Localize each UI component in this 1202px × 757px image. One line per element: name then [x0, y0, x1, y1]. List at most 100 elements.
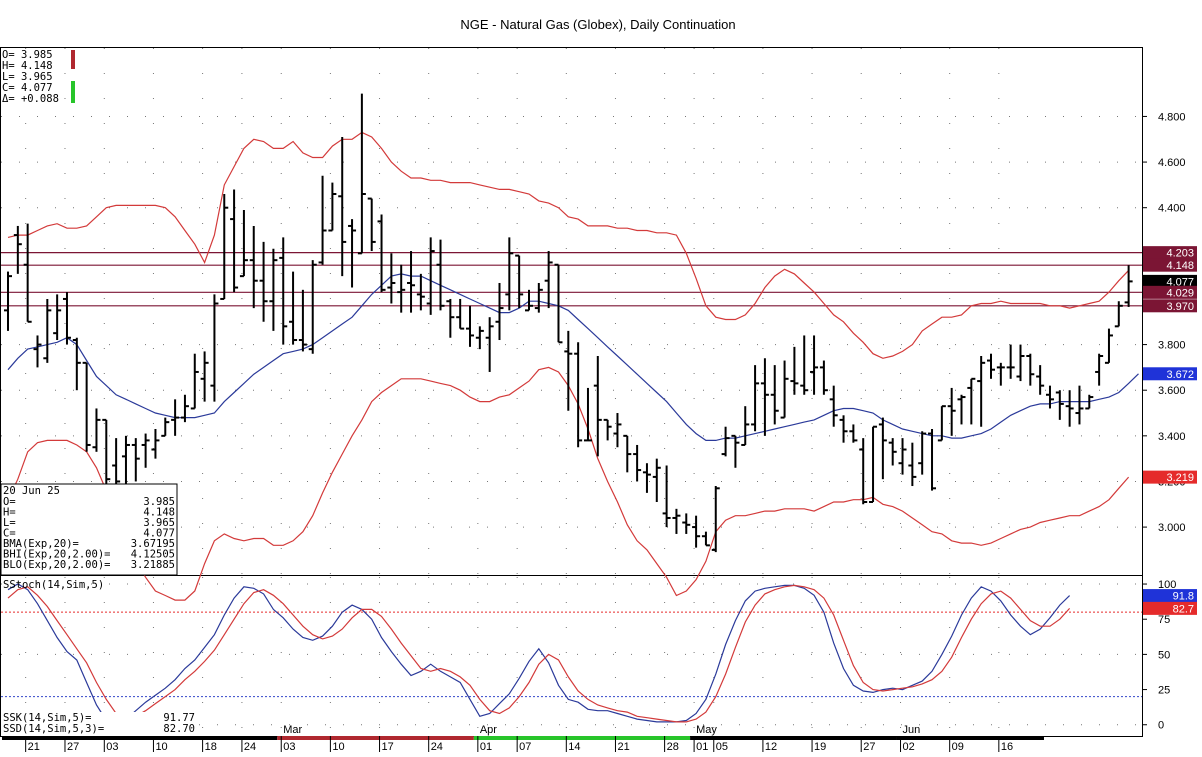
ohlc-bar	[171, 399, 180, 436]
ohlc-bar	[475, 326, 484, 350]
month-label: Apr	[480, 724, 497, 736]
ohlc-bar	[869, 425, 878, 503]
ohlc-bar	[977, 355, 986, 427]
ohlc-bar	[426, 237, 435, 315]
stochastic-value-label: SSD(14,Sim,5,3)=	[3, 723, 104, 735]
ohlc-header-open: O= 3.985	[2, 49, 53, 61]
price-badge-bg	[1143, 246, 1197, 260]
stochastic-value: 91.77	[163, 712, 195, 724]
date-tick-label: 27	[67, 741, 79, 753]
ohlc-bar	[121, 435, 130, 484]
date-axis: 21 27 03 10 18 24 03 10 17 24 01 07 14 21 28 01 05 12 19 27…	[2, 724, 1044, 753]
stochastic-badge-label: 91.8	[1173, 591, 1194, 603]
ohlc-bar	[731, 434, 740, 468]
price-badge-label: 3.672	[1166, 369, 1194, 381]
data-box-label: H=	[3, 507, 16, 519]
ohlc-bar	[298, 289, 307, 352]
ohlc-header-high: H= 4.148	[2, 60, 53, 72]
ohlc-bar	[819, 360, 828, 395]
date-tick-label: 21	[617, 741, 629, 753]
ohlc-bar	[220, 194, 229, 300]
stochastic-labels: SStoch(14,Sim,5) SSK(14,Sim,5)= 91.77 SSD(…	[1, 579, 197, 736]
price-tick-label: 4.800	[1158, 111, 1186, 123]
ohlc-bar	[92, 408, 101, 452]
ohlc-bar	[33, 335, 42, 368]
ohlc-bar	[1114, 301, 1123, 328]
ohlc-bar	[82, 361, 91, 452]
ohlc-bar	[1026, 353, 1035, 386]
ohlc-bar	[1006, 344, 1015, 379]
ohlc-bar	[1075, 385, 1084, 425]
price-badge-bg	[1143, 258, 1197, 272]
ohlc-bar	[249, 225, 258, 309]
ohlc-bar	[1036, 365, 1045, 395]
ohlc-bar	[849, 424, 858, 443]
ohlc-bar	[269, 248, 278, 331]
ohlc-bar	[318, 175, 327, 265]
ohlc-bar	[161, 417, 170, 437]
date-tick-label: 14	[568, 741, 580, 753]
ohlc-bar	[957, 394, 966, 425]
price-tick-label: 4.600	[1158, 157, 1186, 169]
date-tick-label: 24	[244, 741, 256, 753]
month-label: Jun	[903, 724, 921, 736]
ohlc-bar	[416, 273, 425, 311]
ohlc-bar	[524, 289, 533, 312]
ohlc-bar	[23, 223, 32, 323]
month-band	[473, 736, 691, 740]
ohlc-bar	[574, 342, 583, 448]
ohlc-bar	[1065, 390, 1074, 427]
data-box-value: 4.12505	[131, 549, 175, 561]
ohlc-bar	[308, 260, 317, 354]
ohlc-bar	[996, 362, 1005, 386]
data-box-label: L=	[3, 517, 16, 529]
price-badge-bg	[1143, 470, 1197, 484]
price-badge: 4.029	[1143, 285, 1197, 299]
data-box-label: BHI(Exp,20,2.00)=	[3, 549, 110, 561]
price-badge-bg	[1143, 367, 1197, 381]
data-box-value: 3.21885	[131, 559, 175, 571]
chart-title: NGE - Natural Gas (Globex), Daily Contin…	[460, 17, 735, 32]
ohlc-bar	[485, 317, 494, 372]
ohlc-bar	[810, 335, 819, 395]
ohlc-bar	[987, 353, 995, 379]
stochastic-tick-label: 50	[1158, 649, 1170, 661]
ohlc-bar	[200, 351, 209, 402]
ohlc-bar	[436, 239, 445, 311]
ohlc-bars	[4, 93, 1133, 553]
ohlc-bar	[741, 406, 750, 446]
stochastic-value-label: SSK(14,Sim,5)=	[3, 712, 92, 724]
ohlc-bar	[357, 93, 366, 255]
ohlc-bar	[593, 355, 602, 457]
data-box-value: 3.965	[143, 517, 175, 529]
ohlc-bar	[338, 136, 347, 277]
ohlc-bar	[829, 385, 838, 427]
price-badge-label: 4.148	[1166, 260, 1194, 272]
ohlc-header-low: L= 3.965	[2, 71, 53, 83]
date-tick-label: 05	[716, 741, 728, 753]
date-tick-label: 07	[519, 741, 531, 753]
price-tick-label: 3.800	[1158, 340, 1186, 352]
date-tick-label: 09	[952, 741, 964, 753]
price-badge-bg	[1143, 285, 1197, 299]
ohlc-bar	[751, 365, 760, 432]
ohlc-bar	[898, 438, 907, 475]
ohlc-bar	[642, 463, 651, 493]
ohlc-bar	[544, 251, 553, 309]
ohlc-bar	[230, 189, 239, 293]
ohlc-bar	[682, 513, 691, 534]
ohlc-bar	[888, 438, 897, 466]
month-band	[690, 736, 897, 740]
ohlc-bar	[633, 444, 642, 482]
series-line	[7, 273, 1139, 441]
stochastic-badge: 82.7	[1143, 601, 1197, 615]
ohlc-bar	[1016, 344, 1025, 382]
price-badge-bg	[1143, 299, 1197, 313]
ohlc-bar	[515, 254, 524, 309]
price-badge: 3.970	[1143, 299, 1197, 313]
ohlc-bar	[534, 282, 543, 313]
date-tick-label: 01	[480, 741, 492, 753]
date-tick-label: 19	[814, 741, 826, 753]
month-label: Mar	[283, 724, 302, 736]
ohlc-bar	[662, 465, 671, 528]
